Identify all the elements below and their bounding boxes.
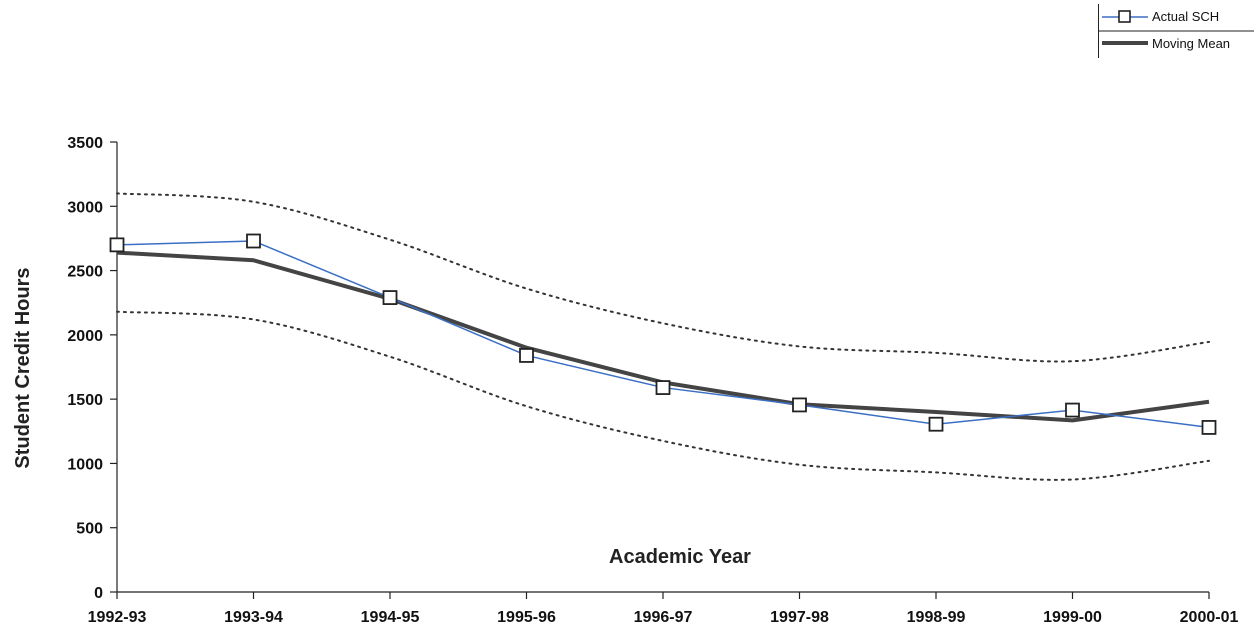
marker-group bbox=[109, 233, 1217, 435]
x-tick-label: 1993-94 bbox=[224, 609, 283, 626]
x-tick-label: 1999-00 bbox=[1043, 609, 1102, 626]
axes: 0 500 1000 1500 2000 2500 3000 3500 1992-93 1993-… bbox=[67, 135, 1238, 626]
moving-mean-line bbox=[116, 250, 1210, 423]
y-tick-label: 1000 bbox=[67, 456, 103, 473]
x-tick-label: 1995-96 bbox=[497, 609, 556, 626]
x-tick-label: 2000-01 bbox=[1180, 609, 1239, 626]
y-tick-label: 3500 bbox=[67, 135, 103, 152]
y-tick-label: 0 bbox=[94, 585, 103, 602]
y-tick-label: 1500 bbox=[67, 392, 103, 409]
actual-sch-marker bbox=[1201, 420, 1217, 435]
y-tick-label: 500 bbox=[76, 521, 103, 538]
legend-label-moving: Moving Mean bbox=[1152, 36, 1230, 51]
actual-sch-marker bbox=[246, 233, 261, 249]
actual-sch-marker bbox=[109, 237, 125, 253]
y-tick-label: 2000 bbox=[67, 328, 103, 345]
confidence-band-line bbox=[116, 192, 1210, 363]
legend-marker-actual bbox=[1118, 10, 1131, 23]
actual-sch-marker bbox=[655, 380, 671, 395]
x-tick-label: 1997-98 bbox=[770, 609, 829, 626]
y-tick-label: 3000 bbox=[67, 199, 103, 216]
legend: Actual SCH Moving Mean bbox=[1094, 4, 1254, 60]
y-axis-title: Student Credit Hours bbox=[12, 267, 34, 468]
confidence-band-line bbox=[116, 310, 1210, 481]
series-group bbox=[116, 192, 1210, 481]
actual-sch-marker bbox=[382, 290, 398, 305]
actual-sch-marker bbox=[928, 416, 944, 432]
y-tick-label: 2500 bbox=[67, 264, 103, 281]
actual-sch-marker bbox=[519, 348, 534, 363]
x-axis-title: Academic Year bbox=[609, 546, 751, 568]
x-tick-label: 1994-95 bbox=[361, 609, 420, 626]
legend-label-actual: Actual SCH bbox=[1152, 9, 1219, 24]
x-tick-label: 1996-97 bbox=[634, 609, 693, 626]
actual-sch-marker bbox=[1065, 402, 1080, 418]
x-tick-label: 1998-99 bbox=[907, 609, 966, 626]
x-tick-label: 1992-93 bbox=[88, 609, 147, 626]
actual-sch-marker bbox=[792, 397, 807, 413]
